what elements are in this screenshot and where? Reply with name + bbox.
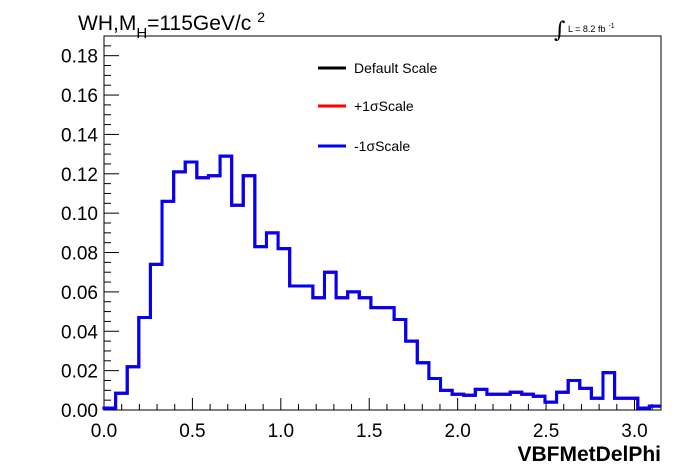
x-tick-label: 1.5 xyxy=(356,421,382,442)
integral-sign: ∫ xyxy=(554,18,566,43)
series-layer xyxy=(102,154,661,410)
legend: Default Scale +1σScale -1σScale xyxy=(318,60,437,154)
legend-label: -1σScale xyxy=(354,138,410,154)
title-subscript: H xyxy=(136,25,147,42)
x-tick-label: 0.0 xyxy=(91,421,117,442)
y-tick-label: 0.10 xyxy=(61,204,98,225)
x-axis: 0.0 0.5 1.0 1.5 2.0 2.5 3.0 xyxy=(91,398,653,442)
x-axis-label: VBFMetDelPhi xyxy=(517,443,661,466)
y-tick-label: 0.16 xyxy=(61,86,98,107)
y-tick-label: 0.08 xyxy=(61,244,98,265)
y-tick-label: 0.06 xyxy=(61,283,98,304)
title-rest: =115GeV/c xyxy=(147,12,251,35)
x-tick-label: 0.5 xyxy=(179,421,205,442)
legend-entry: +1σScale xyxy=(318,98,414,114)
histogram-line xyxy=(102,154,661,410)
legend-label: +1σScale xyxy=(354,98,414,114)
y-tick-label: 0.02 xyxy=(61,362,98,383)
luminosity-label: ∫ L = 8.2 fb -1 xyxy=(554,18,615,43)
y-tick-label: 0.04 xyxy=(61,322,98,343)
y-tick-label: 0.18 xyxy=(61,47,98,68)
x-tick-label: 3.0 xyxy=(621,421,647,442)
y-tick-label: 0.14 xyxy=(61,125,98,146)
legend-entry: Default Scale xyxy=(318,60,437,76)
lumi-superscript: -1 xyxy=(608,23,614,30)
lumi-value: L = 8.2 fb xyxy=(568,24,605,34)
chart-title: WH,MH=115GeV/c 2 xyxy=(78,9,265,42)
x-tick-label: 2.5 xyxy=(533,421,559,442)
y-tick-label: 0.12 xyxy=(61,165,98,186)
x-tick-label: 2.0 xyxy=(444,421,470,442)
x-tick-label: 1.0 xyxy=(268,421,294,442)
series-2 xyxy=(102,154,661,410)
title-superscript: 2 xyxy=(257,9,265,25)
legend-label: Default Scale xyxy=(354,60,437,76)
legend-entry: -1σScale xyxy=(318,138,410,154)
title-main: WH,M xyxy=(78,12,136,35)
y-tick-label: 0.00 xyxy=(61,401,98,422)
lumi-text: L = 8.2 fb -1 xyxy=(568,23,615,34)
y-axis: 0.00 0.02 0.04 0.06 0.08 0.10 0.12 0.14 0.16 0.18 xyxy=(61,45,119,422)
